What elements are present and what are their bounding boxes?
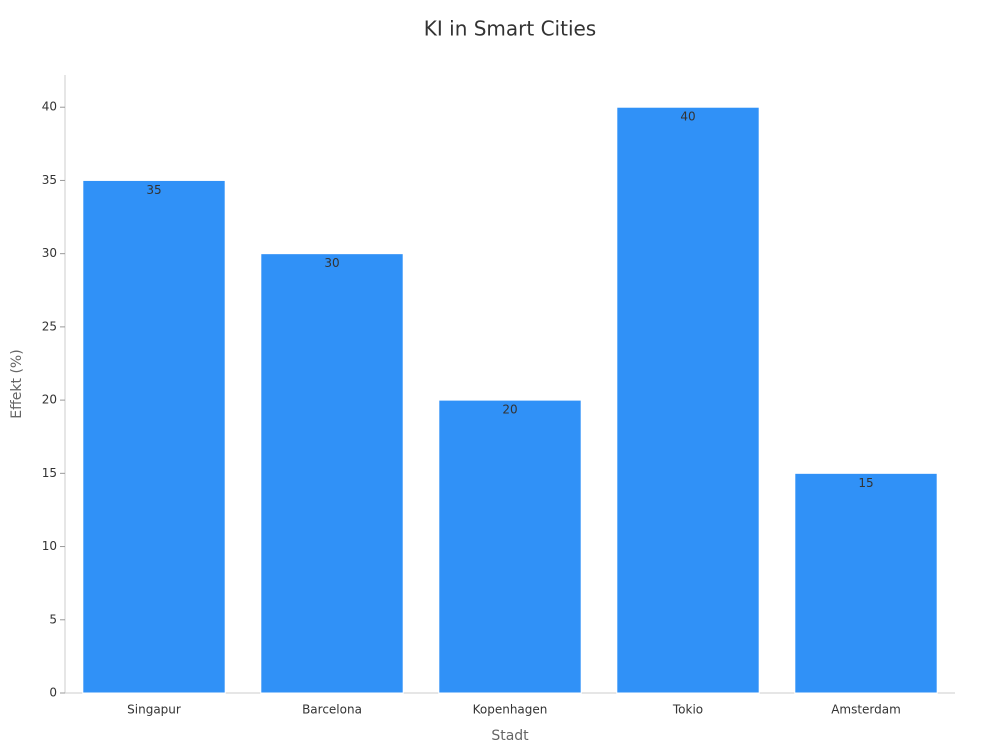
y-tick-label: 5 <box>49 612 57 626</box>
data-label: 35 <box>146 183 161 197</box>
x-tick-label: Tokio <box>672 703 703 717</box>
y-tick-label: 40 <box>42 100 57 114</box>
bar <box>260 253 404 694</box>
chart-title: KI in Smart Cities <box>424 17 596 41</box>
y-tick-label: 35 <box>42 173 57 187</box>
bar <box>82 179 226 694</box>
y-tick-label: 20 <box>42 393 57 407</box>
y-tick-label: 10 <box>42 539 57 553</box>
data-label: 15 <box>858 476 873 490</box>
bar <box>616 106 760 694</box>
y-tick-label: 15 <box>42 466 57 480</box>
x-tick-label: Kopenhagen <box>473 703 548 717</box>
data-label: 40 <box>680 110 695 124</box>
y-tick-label: 0 <box>49 686 57 700</box>
y-axis-label: Effekt (%) <box>9 349 25 418</box>
x-axis-label: Stadt <box>491 728 529 744</box>
x-tick-label: Amsterdam <box>831 703 901 717</box>
data-label: 20 <box>502 403 517 417</box>
bar <box>794 472 938 694</box>
data-label: 30 <box>324 256 339 270</box>
y-tick-label: 25 <box>42 319 57 333</box>
x-tick-label: Singapur <box>127 703 181 717</box>
bar <box>438 399 582 694</box>
x-tick-label: Barcelona <box>302 703 362 717</box>
y-tick-label: 30 <box>42 246 57 260</box>
